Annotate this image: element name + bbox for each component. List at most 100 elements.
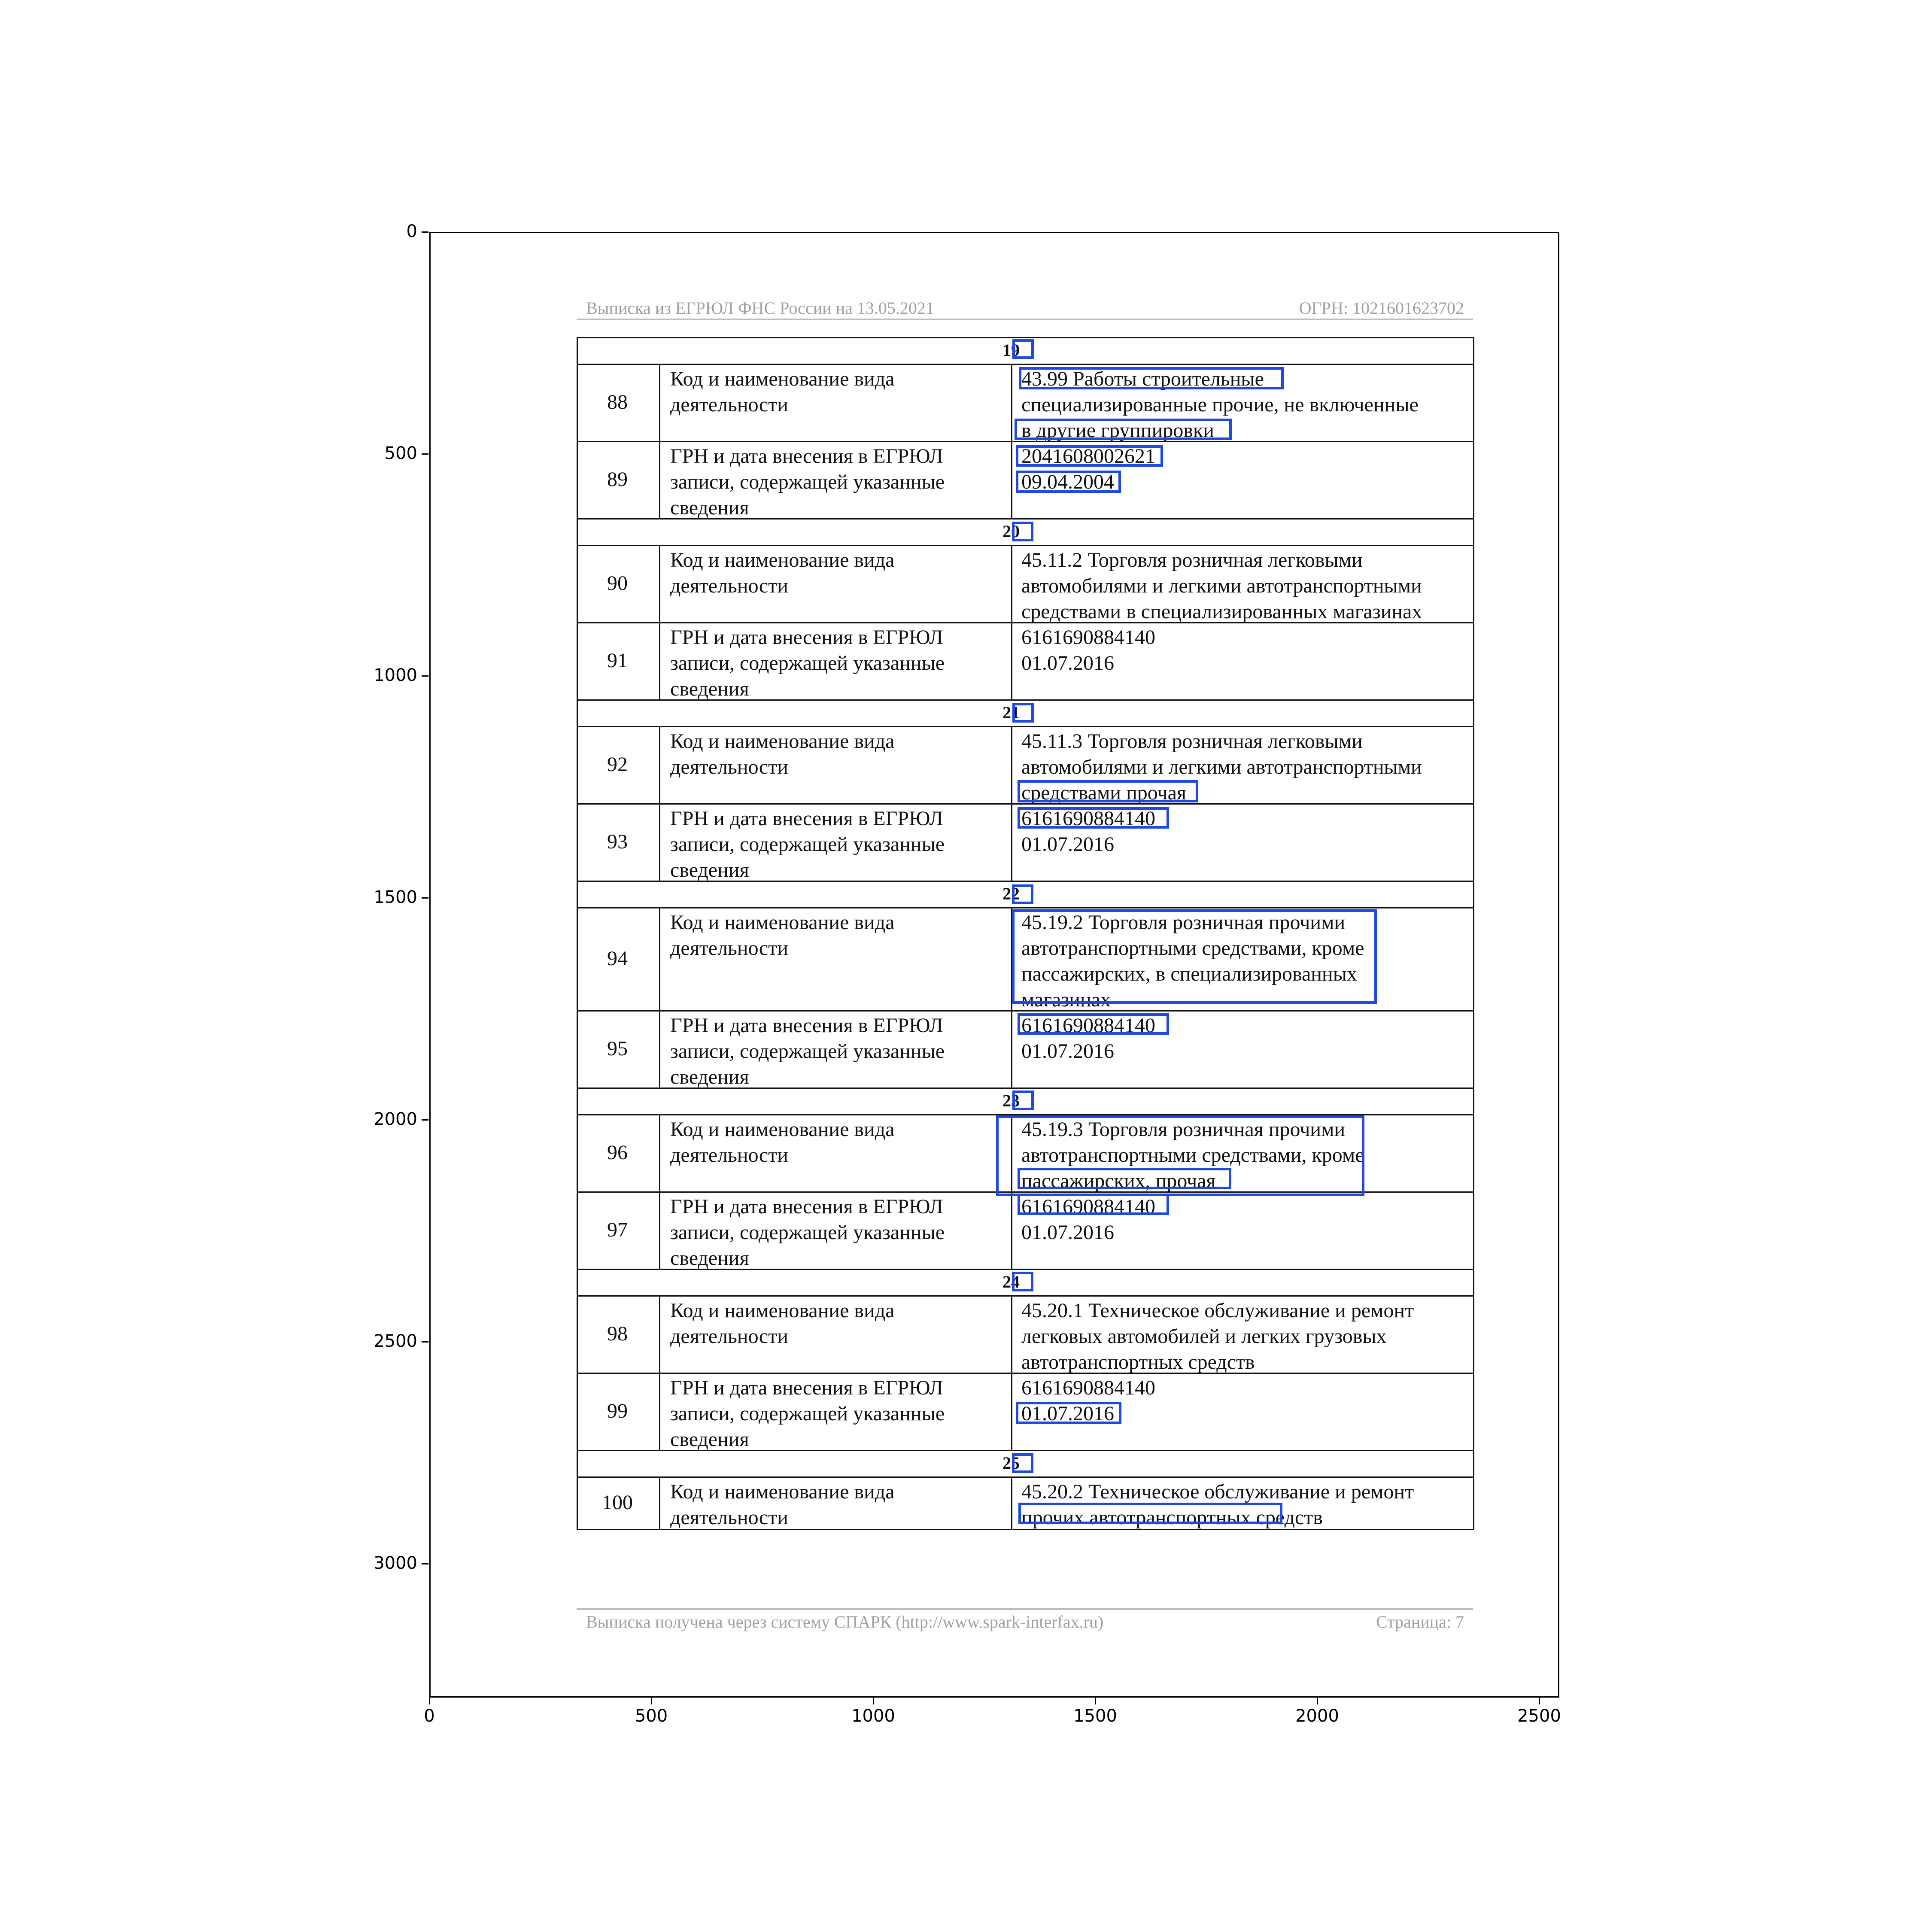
column-rule — [1011, 907, 1012, 1010]
row-label: сведения — [670, 1428, 749, 1451]
row-label: ГРН и дата внесения в ЕГРЮЛ — [670, 1195, 943, 1218]
row-value: автотранспортными средствами, кроме — [1021, 937, 1364, 960]
y-tick-label: 2000 — [374, 1109, 417, 1129]
row-value: 09.04.2004 — [1021, 471, 1114, 493]
header-left: Выписка из ЕГРЮЛ ФНС России на 13.05.202… — [586, 298, 934, 318]
row-rule — [577, 1295, 1473, 1297]
column-rule — [1011, 1114, 1012, 1191]
row-label: деятельности — [670, 574, 788, 597]
row-label: записи, содержащей указанные — [670, 1040, 945, 1063]
highlight-box — [1018, 780, 1198, 802]
section-rule — [577, 881, 1473, 882]
x-tick-label: 0 — [424, 1706, 435, 1726]
row-label: записи, содержащей указанные — [670, 1402, 945, 1425]
row-rule — [577, 622, 1473, 623]
column-rule — [659, 1191, 660, 1269]
y-tick-label: 2500 — [374, 1331, 417, 1351]
row-label: деятельности — [670, 1144, 788, 1166]
column-rule — [1011, 1191, 1012, 1269]
row-label: деятельности — [670, 937, 788, 960]
y-tick-label: 1500 — [374, 887, 417, 907]
highlight-box — [1012, 522, 1033, 541]
highlight-box — [1012, 703, 1034, 723]
y-tick — [422, 231, 428, 233]
row-value: 01.07.2016 — [1021, 1221, 1114, 1244]
row-rule — [577, 1114, 1473, 1115]
row-value: автотранспортных средств — [1021, 1351, 1255, 1373]
row-label: ГРН и дата внесения в ЕГРЮЛ — [670, 1376, 943, 1399]
x-tick — [651, 1698, 652, 1704]
section-number: 20 — [1002, 522, 1020, 541]
column-rule — [659, 441, 660, 518]
row-rule — [577, 1010, 1473, 1012]
row-value: специализированные прочие, не включенные — [1021, 393, 1419, 416]
row-value: 45.20.1 Техническое обслуживание и ремон… — [1021, 1299, 1414, 1322]
row-label: Код и наименование вида — [670, 911, 895, 934]
column-rule — [659, 1476, 660, 1529]
row-value: 01.07.2016 — [1021, 652, 1114, 674]
row-value: легковых автомобилей и легких грузовых — [1021, 1325, 1387, 1348]
section-number: 23 — [1002, 1091, 1020, 1110]
section-rule — [577, 1088, 1473, 1089]
section-rule — [577, 1450, 1473, 1451]
column-rule — [1011, 1373, 1012, 1450]
y-tick-label: 1000 — [374, 665, 417, 685]
highlight-box — [1016, 1402, 1121, 1424]
row-rule — [577, 545, 1473, 546]
row-value: автомобилями и легкими автотранспортными — [1021, 574, 1422, 597]
column-rule — [1011, 441, 1012, 518]
row-label: сведения — [670, 1066, 749, 1088]
column-rule — [659, 1373, 660, 1450]
x-tick — [1095, 1698, 1096, 1704]
row-number: 94 — [607, 947, 628, 970]
row-rule — [577, 1191, 1473, 1193]
row-label: деятельности — [670, 756, 788, 778]
row-value: 6161690884140 — [1021, 1376, 1155, 1399]
column-rule — [659, 1010, 660, 1088]
row-label: сведения — [670, 1247, 749, 1270]
y-tick — [422, 453, 428, 455]
row-label: записи, содержащей указанные — [670, 652, 945, 674]
y-tick-label: 500 — [384, 444, 417, 463]
row-label: Код и наименование вида — [670, 1299, 895, 1322]
row-number: 92 — [607, 753, 628, 776]
column-rule — [659, 907, 660, 1010]
y-tick — [422, 1563, 428, 1564]
row-rule — [577, 364, 1473, 365]
x-tick-label: 500 — [635, 1706, 668, 1726]
y-tick-label: 3000 — [374, 1553, 417, 1573]
row-value: прочих автотранспортных средств — [1021, 1506, 1323, 1529]
row-rule — [577, 1373, 1473, 1374]
row-rule — [577, 1476, 1473, 1478]
highlight-box — [1012, 884, 1033, 904]
column-rule — [1011, 622, 1012, 699]
row-value: 45.19.2 Торговля розничная прочими — [1021, 911, 1346, 934]
row-value: 01.07.2016 — [1021, 1040, 1114, 1063]
highlight-box — [1019, 367, 1284, 389]
row-rule — [577, 803, 1473, 805]
highlight-box — [1018, 807, 1169, 829]
row-value: 43.99 Работы строительные — [1021, 368, 1264, 390]
highlight-box — [1018, 1168, 1231, 1189]
highlight-box — [1015, 419, 1232, 440]
row-number: 88 — [607, 391, 628, 413]
y-tick — [422, 897, 428, 899]
column-rule — [659, 364, 660, 441]
row-number: 95 — [607, 1037, 628, 1060]
row-number: 98 — [607, 1322, 628, 1345]
column-rule — [1011, 1010, 1012, 1088]
row-value: 45.11.2 Торговля розничная легковыми — [1021, 549, 1363, 571]
table-bottom-rule — [577, 1529, 1473, 1530]
row-label: деятельности — [670, 1506, 788, 1529]
column-rule — [1011, 1476, 1012, 1529]
row-rule — [577, 907, 1473, 908]
column-rule — [1011, 337, 1012, 338]
row-label: записи, содержащей указанные — [670, 833, 945, 856]
plot-frame — [429, 232, 1559, 1698]
section-number: 24 — [1002, 1272, 1020, 1291]
row-value: 45.20.2 Техническое обслуживание и ремон… — [1021, 1480, 1414, 1503]
highlight-box — [1018, 1503, 1282, 1524]
table-left-border — [577, 337, 578, 1530]
row-value: 45.11.3 Торговля розничная легковыми — [1021, 730, 1363, 753]
row-value: 01.07.2016 — [1021, 1402, 1114, 1425]
